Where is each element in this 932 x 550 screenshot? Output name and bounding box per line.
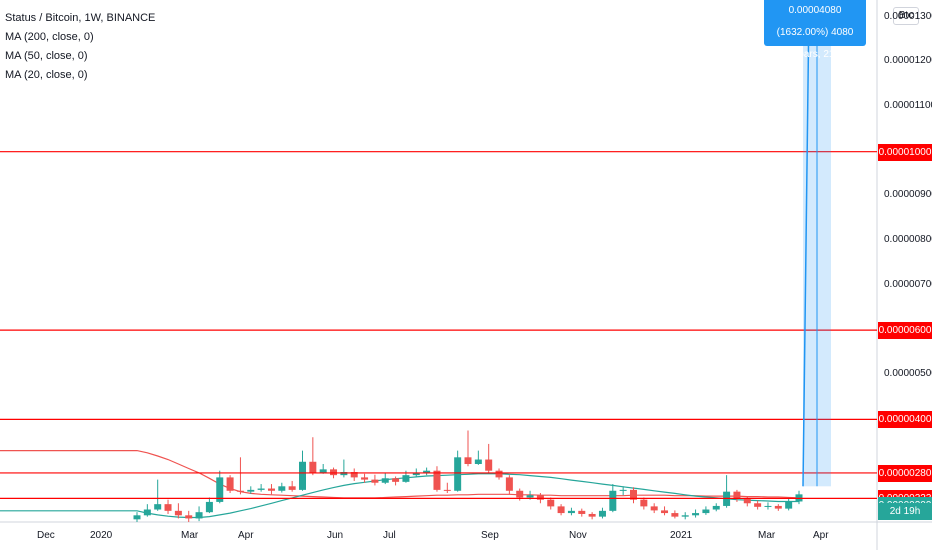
- candle-body: [671, 513, 679, 517]
- x-tick-label: Apr: [813, 530, 829, 541]
- candle-body: [299, 461, 306, 490]
- candle-body: [526, 495, 534, 498]
- level-price-tag: 0.00001000: [878, 143, 932, 161]
- measure-diagonal-line: [802, 4, 810, 487]
- candle-body: [567, 510, 575, 514]
- candle-body: [454, 457, 462, 491]
- candle-body: [236, 490, 244, 492]
- candle-body: [764, 505, 772, 507]
- level-price-tag: 0.00000280: [878, 464, 932, 482]
- candle-body: [392, 478, 400, 482]
- x-tick-label: Jul: [383, 530, 396, 541]
- candle-body: [785, 501, 793, 509]
- x-tick-label: Mar: [181, 530, 199, 541]
- candle-body: [247, 489, 255, 492]
- candle-body: [143, 509, 151, 516]
- ma20-legend[interactable]: MA (20, close, 0): [5, 69, 88, 81]
- ma200-legend[interactable]: MA (200, close, 0): [5, 31, 94, 43]
- candle-body: [702, 509, 710, 514]
- ma200-line: [0, 450, 800, 499]
- candle-body: [588, 513, 596, 517]
- y-tick-label: 0.00001200: [884, 55, 932, 67]
- candle-body: [319, 469, 327, 473]
- candle-body: [774, 505, 782, 509]
- candle-body: [205, 501, 213, 513]
- y-tick-label: 0.00000500: [884, 367, 932, 379]
- symbol-title[interactable]: Status / Bitcoin, 1W, BINANCE: [5, 12, 156, 24]
- candle-body: [195, 512, 203, 519]
- countdown-tag: 2d 19h: [878, 503, 932, 520]
- candle-body: [681, 515, 689, 517]
- candle-body: [257, 488, 265, 490]
- x-tick-label: Dec: [37, 530, 55, 541]
- candle-body: [609, 490, 617, 511]
- candle-body: [164, 504, 172, 511]
- candle-body: [185, 515, 193, 519]
- candle-body: [733, 491, 741, 499]
- x-tick-label: Nov: [569, 530, 587, 541]
- candle-body: [174, 510, 182, 516]
- candle-body: [330, 469, 338, 476]
- y-tick-label: 0.00001100: [884, 100, 932, 112]
- candle-body: [402, 475, 410, 482]
- level-price-tag: 0.00000400: [878, 411, 932, 429]
- candle-body: [350, 472, 358, 478]
- ma50-line: [0, 473, 799, 519]
- y-tick-label: 0.00000900: [884, 189, 932, 201]
- candle-body: [361, 477, 369, 480]
- candle-body: [443, 489, 451, 491]
- x-tick-label: Mar: [758, 530, 776, 541]
- candle-body: [433, 470, 441, 490]
- candle-body: [154, 504, 162, 510]
- candle-body: [505, 477, 513, 491]
- candle-body: [133, 515, 141, 520]
- x-tick-label: 2020: [90, 530, 113, 541]
- candle-body: [630, 489, 637, 500]
- ma50-legend[interactable]: MA (50, close, 0): [5, 50, 88, 62]
- candle-body: [650, 506, 658, 511]
- y-tick-label: 0.00000700: [884, 278, 932, 290]
- measure-bars-label: 3 bars, 21d: [789, 49, 841, 60]
- y-tick-label: 0.00001300: [884, 10, 932, 22]
- chart-legend: Status / Bitcoin, 1W, BINANCE MA (200, c…: [5, 9, 155, 85]
- candle-body: [340, 472, 348, 476]
- candle-body: [423, 470, 431, 473]
- candle-body: [547, 499, 555, 507]
- candle-body: [578, 510, 586, 514]
- candle-body: [495, 470, 503, 478]
- candle-body: [754, 503, 762, 507]
- candle-body: [692, 513, 700, 516]
- candle-body: [485, 459, 493, 471]
- x-tick-label: Sep: [481, 530, 499, 541]
- measure-change-label: 0.00004080 (1632.00%) 4080: [776, 5, 854, 38]
- level-price-tag: 0.00000600: [878, 322, 932, 340]
- x-tick-label: 2021: [670, 530, 693, 541]
- candle-body: [474, 459, 482, 464]
- candle-body: [278, 486, 286, 491]
- measure-tooltip: 0.00004080 (1632.00%) 4080 3 bars, 21d: [764, 0, 866, 60]
- candle-body: [743, 498, 751, 504]
- y-tick-label: 0.00000800: [884, 233, 932, 245]
- candle-body: [536, 495, 544, 500]
- candle-body: [557, 506, 565, 514]
- candle-body: [309, 461, 317, 473]
- currency-badge[interactable]: Btc: [893, 7, 919, 25]
- x-tick-label: Apr: [238, 530, 254, 541]
- candle-body: [661, 510, 669, 514]
- candle-body: [598, 510, 606, 517]
- candle-body: [371, 479, 379, 483]
- candle-body: [267, 488, 275, 491]
- candle-body: [712, 505, 720, 510]
- candle-body: [226, 477, 234, 491]
- candle-body: [381, 478, 389, 483]
- candle-body: [216, 477, 224, 502]
- candle-body: [464, 457, 472, 464]
- candle-body: [288, 486, 296, 490]
- candle-body: [412, 472, 420, 476]
- x-tick-label: Jun: [327, 530, 344, 541]
- candle-body: [640, 499, 648, 507]
- candle-body: [619, 489, 627, 491]
- candle-body: [516, 490, 524, 498]
